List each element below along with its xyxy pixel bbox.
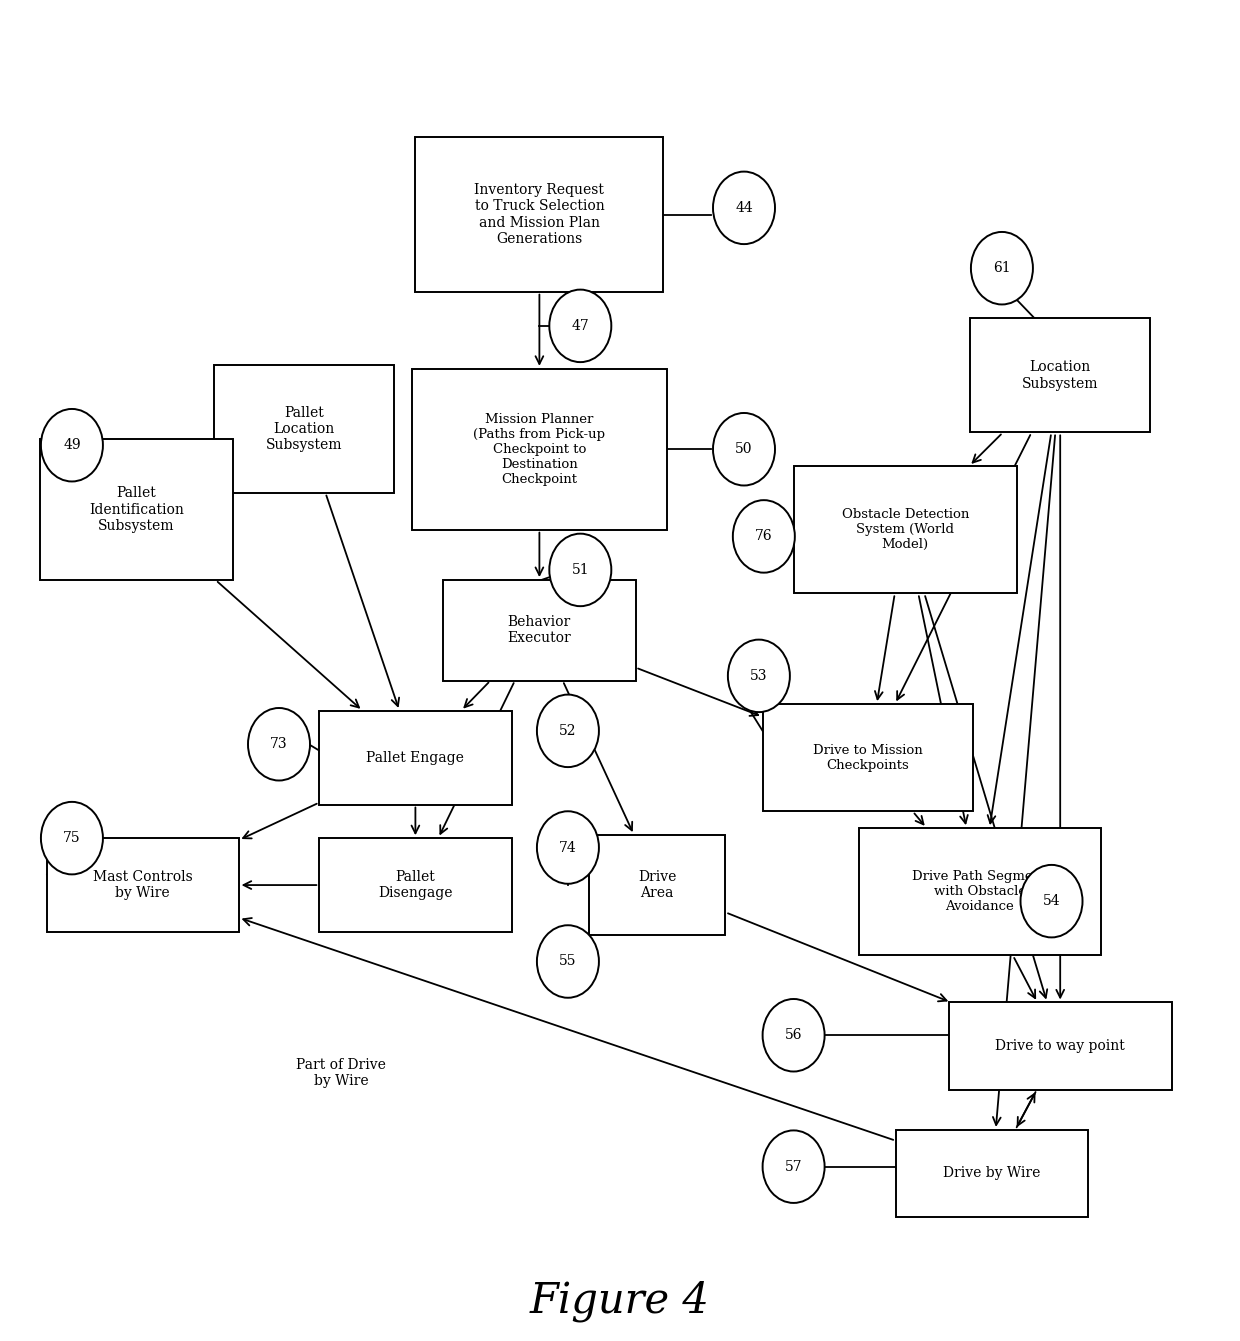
FancyBboxPatch shape — [970, 319, 1149, 432]
Text: 73: 73 — [270, 738, 288, 751]
Text: Location
Subsystem: Location Subsystem — [1022, 361, 1099, 390]
Ellipse shape — [549, 534, 611, 606]
Text: 52: 52 — [559, 724, 577, 738]
FancyBboxPatch shape — [858, 827, 1101, 955]
FancyBboxPatch shape — [895, 1129, 1089, 1218]
Text: 74: 74 — [559, 841, 577, 854]
Text: Pallet
Location
Subsystem: Pallet Location Subsystem — [265, 406, 342, 452]
Ellipse shape — [41, 409, 103, 481]
FancyBboxPatch shape — [415, 138, 663, 292]
FancyBboxPatch shape — [320, 838, 511, 932]
Ellipse shape — [41, 802, 103, 874]
Text: Drive to Mission
Checkpoints: Drive to Mission Checkpoints — [813, 744, 923, 771]
Ellipse shape — [971, 232, 1033, 304]
Text: Inventory Request
to Truck Selection
and Mission Plan
Generations: Inventory Request to Truck Selection and… — [475, 184, 604, 245]
Text: 61: 61 — [993, 261, 1011, 275]
Ellipse shape — [537, 811, 599, 884]
Text: 49: 49 — [63, 439, 81, 452]
Ellipse shape — [549, 290, 611, 362]
FancyBboxPatch shape — [949, 1003, 1172, 1089]
Ellipse shape — [537, 695, 599, 767]
Ellipse shape — [537, 925, 599, 998]
Ellipse shape — [763, 999, 825, 1071]
FancyBboxPatch shape — [444, 579, 635, 680]
Ellipse shape — [713, 413, 775, 485]
Text: Behavior
Executor: Behavior Executor — [507, 616, 572, 645]
Text: 75: 75 — [63, 831, 81, 845]
FancyBboxPatch shape — [794, 467, 1017, 594]
FancyBboxPatch shape — [40, 440, 233, 579]
Text: 76: 76 — [755, 530, 773, 543]
Text: Drive to way point: Drive to way point — [996, 1039, 1125, 1053]
Text: Part of Drive
by Wire: Part of Drive by Wire — [296, 1058, 386, 1088]
Text: 47: 47 — [572, 319, 589, 333]
Text: 53: 53 — [750, 669, 768, 683]
Ellipse shape — [728, 640, 790, 712]
Text: Drive Path Segment
with Obstacle
Avoidance: Drive Path Segment with Obstacle Avoidan… — [913, 870, 1047, 913]
Ellipse shape — [733, 500, 795, 573]
Text: 44: 44 — [735, 201, 753, 215]
Text: Figure 4: Figure 4 — [529, 1279, 711, 1322]
Text: Pallet
Disengage: Pallet Disengage — [378, 870, 453, 900]
FancyBboxPatch shape — [589, 834, 725, 936]
Text: 51: 51 — [572, 563, 589, 577]
Text: Drive by Wire: Drive by Wire — [944, 1167, 1040, 1180]
Text: Pallet Engage: Pallet Engage — [367, 751, 464, 764]
Text: 56: 56 — [785, 1029, 802, 1042]
FancyBboxPatch shape — [320, 711, 511, 805]
Text: Pallet
Identification
Subsystem: Pallet Identification Subsystem — [89, 487, 184, 532]
Text: 54: 54 — [1043, 894, 1060, 908]
Text: 57: 57 — [785, 1160, 802, 1173]
FancyBboxPatch shape — [213, 365, 394, 492]
Ellipse shape — [1021, 865, 1083, 937]
FancyBboxPatch shape — [763, 704, 973, 811]
Text: Drive
Area: Drive Area — [639, 870, 676, 900]
Ellipse shape — [713, 172, 775, 244]
Text: Mast Controls
by Wire: Mast Controls by Wire — [93, 870, 192, 900]
Text: Mission Planner
(Paths from Pick-up
Checkpoint to
Destination
Checkpoint: Mission Planner (Paths from Pick-up Chec… — [474, 413, 605, 485]
Text: 55: 55 — [559, 955, 577, 968]
Text: 50: 50 — [735, 443, 753, 456]
FancyBboxPatch shape — [47, 838, 238, 932]
Text: Obstacle Detection
System (World
Model): Obstacle Detection System (World Model) — [842, 508, 968, 551]
FancyBboxPatch shape — [412, 369, 667, 530]
Ellipse shape — [248, 708, 310, 780]
Ellipse shape — [763, 1130, 825, 1203]
